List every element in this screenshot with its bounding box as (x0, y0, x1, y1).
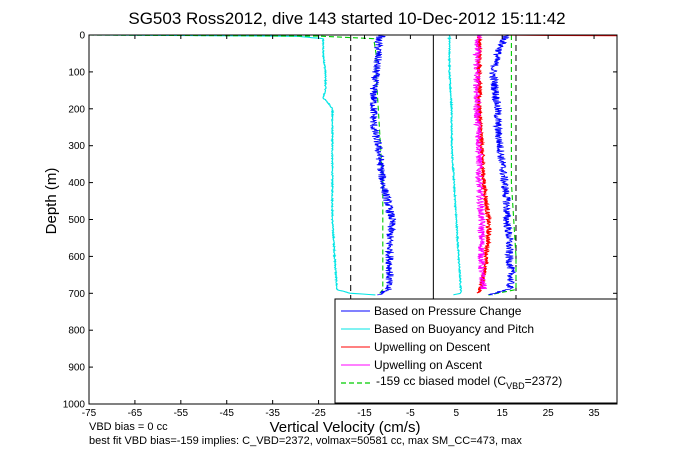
y-tick-label: 400 (68, 178, 85, 189)
legend-label-model-subscript: VBD (506, 381, 525, 391)
legend: Based on Pressure Change Based on Buoyan… (334, 298, 618, 404)
legend-box (334, 298, 618, 404)
x-tick-label: -5 (406, 408, 415, 419)
x-tick-label: 25 (543, 408, 555, 419)
y-tick-label: 900 (68, 363, 85, 374)
series-1 (89, 34, 463, 296)
legend-label-model-tail: =2372) (525, 374, 563, 388)
x-tick-label: -25 (311, 408, 326, 419)
series-line-branch (488, 35, 517, 296)
series-line-branch (487, 34, 517, 296)
x-tick-label: -35 (265, 408, 280, 419)
x-axis-label: Vertical Velocity (cm/s) (270, 419, 421, 436)
x-tick-label: -55 (174, 408, 189, 419)
chart-title: SG503 Ross2012, dive 143 started 10-Dec-… (128, 9, 565, 28)
legend-label-model-main: -159 cc biased model (C (376, 374, 506, 388)
series-0 (369, 34, 517, 296)
x-tick-label: -65 (128, 408, 143, 419)
legend-label-model: -159 cc biased model (CVBD=2372) (376, 374, 562, 391)
y-tick-label: 500 (68, 215, 85, 226)
x-axis-ticks: -75 -65 -55 -45 -35 -25 -15 -5 5 15 25 35 (82, 35, 600, 419)
y-tick-label: 600 (68, 252, 85, 263)
y-tick-label: 0 (79, 31, 85, 42)
x-tick-label: 35 (588, 408, 600, 419)
y-tick-label: 700 (68, 289, 85, 300)
x-tick-label: -75 (82, 408, 97, 419)
legend-label-ascent: Upwelling on Ascent (374, 358, 483, 372)
legend-label-pressure: Based on Pressure Change (374, 304, 522, 318)
annotation-best-fit: best fit VBD bias=-159 implies: C_VBD=23… (89, 435, 522, 447)
x-tick-label: -45 (220, 408, 235, 419)
annotation-vbd-bias: VBD bias = 0 cc (89, 421, 168, 433)
y-tick-label: 300 (68, 141, 85, 152)
series-line-branch (446, 34, 463, 296)
series-line-branch (472, 34, 488, 290)
legend-label-descent: Upwelling on Descent (374, 340, 491, 354)
series-3 (472, 34, 488, 290)
legend-label-buoyancy: Based on Buoyancy and Pitch (374, 322, 534, 336)
y-tick-label: 200 (68, 104, 85, 115)
y-tick-label: 100 (68, 67, 85, 78)
y-axis-ticks: 0 100 200 300 400 500 600 700 800 900 1000 (63, 31, 617, 411)
x-tick-label: -15 (357, 408, 372, 419)
x-tick-label: 15 (497, 408, 509, 419)
x-tick-label: 5 (454, 408, 460, 419)
y-tick-label: 1000 (63, 400, 86, 411)
series-line-branch (369, 34, 397, 296)
series-line-branch (89, 34, 376, 296)
y-tick-label: 800 (68, 326, 85, 337)
y-axis-label: Depth (m) (43, 168, 60, 235)
